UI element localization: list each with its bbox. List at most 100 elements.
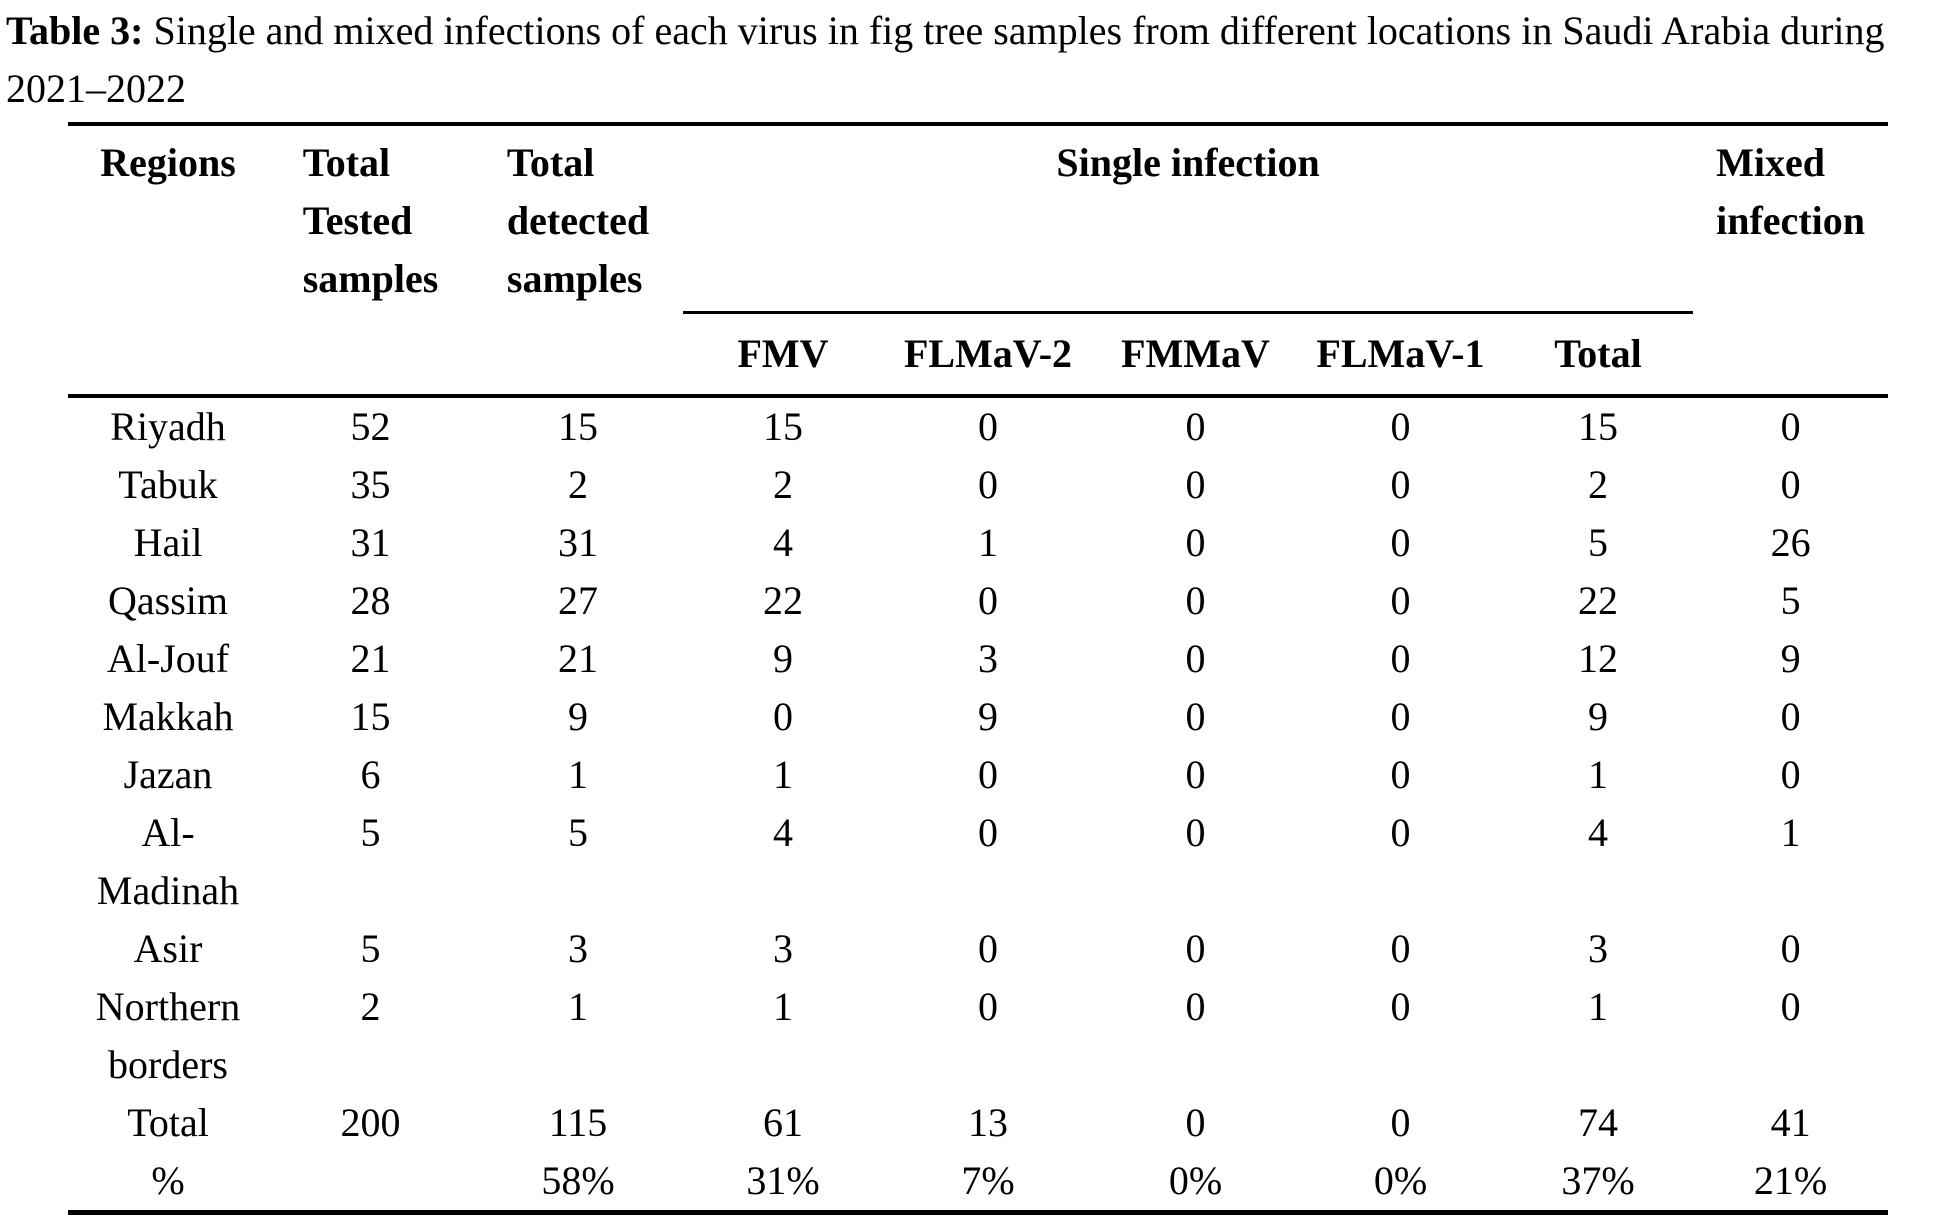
- value-cell: 0: [1390, 462, 1411, 507]
- value-cell: 1: [1588, 752, 1609, 797]
- value-cell: 0: [1390, 636, 1411, 681]
- value-cell: 37%: [1561, 1158, 1635, 1203]
- value-cell: 2: [773, 462, 793, 507]
- value-cell: 61: [763, 1100, 803, 1145]
- table-row: Hail 31 31 4 1 0 0 5 26: [68, 514, 1888, 572]
- value-cell: 2: [360, 984, 381, 1029]
- value-cell: 2: [1588, 462, 1609, 507]
- value-cell: 0: [1390, 984, 1411, 1029]
- region-cell: %: [151, 1158, 185, 1203]
- value-cell: 15: [558, 404, 598, 449]
- value-cell: 28: [350, 578, 391, 623]
- value-cell: 22: [1578, 578, 1619, 623]
- value-cell: 1: [568, 984, 588, 1029]
- table-row: Total 200 115 61 13 0 0 74 41: [68, 1094, 1888, 1152]
- col-header-total-detected-label: Total detected samples: [506, 140, 650, 301]
- value-cell: 0: [1390, 694, 1411, 739]
- value-cell: 0: [978, 810, 998, 855]
- value-cell: 0: [1185, 636, 1206, 681]
- region-cell: Riyadh: [110, 404, 226, 449]
- value-cell: 22: [763, 578, 803, 623]
- col-header-flmav-1: FLMaV-1: [1298, 312, 1503, 398]
- header-row-viruses: FMV FLMaV-2 FMMaV FLMaV-1 Total: [68, 312, 1888, 398]
- region-cell: Qassim: [108, 578, 228, 623]
- value-cell: 0: [1185, 984, 1206, 1029]
- value-cell: 35: [350, 462, 391, 507]
- value-cell: 0: [1390, 1100, 1411, 1145]
- value-cell: 9: [1588, 694, 1609, 739]
- value-cell: 5: [1780, 578, 1801, 623]
- value-cell: 0: [978, 578, 998, 623]
- value-cell: 0: [978, 984, 998, 1029]
- value-cell: 15: [350, 694, 391, 739]
- value-cell: 0: [1390, 752, 1411, 797]
- value-cell: 0: [1185, 578, 1206, 623]
- value-cell: 0: [978, 462, 998, 507]
- col-header-fmmav: FMMaV: [1093, 312, 1298, 398]
- col-header-mixed-infection-label: Mixed infection: [1716, 140, 1865, 243]
- table-row: Asir 5 3 3 0 0 0 3 0: [68, 920, 1888, 978]
- value-cell: 3: [978, 636, 998, 681]
- value-cell: 2: [568, 462, 588, 507]
- region-cell: Northern borders: [95, 984, 241, 1087]
- value-cell: 52: [350, 404, 391, 449]
- value-cell: 0%: [1168, 1158, 1223, 1203]
- col-header-fmv: FMV: [683, 312, 883, 398]
- region-cell: Tabuk: [118, 462, 218, 507]
- value-cell: 5: [360, 810, 381, 855]
- value-cell: 0: [1390, 520, 1411, 565]
- value-cell: 0: [1390, 404, 1411, 449]
- value-cell: 26: [1770, 520, 1811, 565]
- value-cell: 0: [1185, 1100, 1206, 1145]
- value-cell: 3: [773, 926, 793, 971]
- value-cell: 0: [773, 694, 793, 739]
- col-header-regions: Regions: [68, 124, 268, 398]
- value-cell: 4: [773, 810, 793, 855]
- region-cell: Hail: [133, 520, 203, 565]
- value-cell: 1: [568, 752, 588, 797]
- value-cell: 1: [1588, 984, 1609, 1029]
- table-body: Riyadh 52 15 15 0 0 0 15 0 Tabuk 35 2 2 0 0 0 2 0 Hail 31 31…: [68, 396, 1888, 1213]
- col-header-total-tested: Total Tested samples: [268, 124, 473, 398]
- region-cell: Asir: [133, 926, 203, 971]
- value-cell: 200: [340, 1100, 401, 1145]
- header-row-groups: Regions Total Tested samples Total detec…: [68, 124, 1889, 398]
- value-cell: 58%: [541, 1158, 615, 1203]
- value-cell: 31%: [746, 1158, 820, 1203]
- value-cell: [268, 1152, 473, 1213]
- value-cell: 1: [978, 520, 998, 565]
- value-cell: 21%: [1753, 1158, 1828, 1203]
- table-row: % 58% 31% 7% 0% 0% 37% 21%: [68, 1152, 1888, 1213]
- region-cell: Total: [127, 1100, 209, 1145]
- caption-text-line2: 2021–2022: [6, 66, 186, 111]
- caption-text-line1: Single and mixed infections of each viru…: [143, 8, 1885, 53]
- table-caption: Table 3: Single and mixed infections of …: [0, 0, 1956, 118]
- value-cell: 1: [1780, 810, 1801, 855]
- value-cell: 6: [360, 752, 381, 797]
- value-cell: 0: [1780, 984, 1801, 1029]
- value-cell: 27: [558, 578, 598, 623]
- value-cell: 0: [1780, 752, 1801, 797]
- value-cell: 5: [360, 926, 381, 971]
- table-row: Tabuk 35 2 2 0 0 0 2 0: [68, 456, 1888, 514]
- value-cell: 0: [1390, 810, 1411, 855]
- value-cell: 0: [1780, 694, 1801, 739]
- col-header-total-tested-label: Total Tested samples: [302, 140, 439, 301]
- value-cell: 41: [1770, 1100, 1811, 1145]
- value-cell: 0: [978, 926, 998, 971]
- region-cell: Al-Jouf: [106, 636, 230, 681]
- table-row: Qassim 28 27 22 0 0 0 22 5: [68, 572, 1888, 630]
- value-cell: 0: [1780, 926, 1801, 971]
- value-cell: 21: [558, 636, 598, 681]
- value-cell: 74: [1578, 1100, 1619, 1145]
- value-cell: 4: [1588, 810, 1609, 855]
- value-cell: 15: [763, 404, 803, 449]
- col-header-single-total: Total: [1503, 312, 1694, 398]
- value-cell: 3: [1588, 926, 1609, 971]
- value-cell: 31: [558, 520, 598, 565]
- table-row: Northern borders 2 1 1 0 0 0 1 0: [68, 978, 1888, 1094]
- table-row: Riyadh 52 15 15 0 0 0 15 0: [68, 396, 1888, 456]
- col-header-single-infection: Single infection: [683, 124, 1694, 314]
- value-cell: 9: [1780, 636, 1801, 681]
